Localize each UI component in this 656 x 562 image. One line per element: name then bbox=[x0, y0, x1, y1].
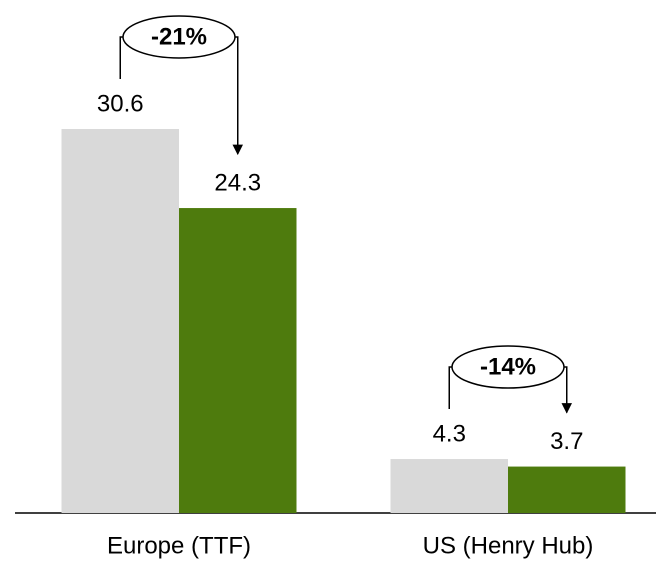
x-tick-label: Europe (TTF) bbox=[107, 532, 251, 559]
bar bbox=[179, 208, 297, 513]
bar bbox=[390, 459, 508, 513]
x-tick-label: US (Henry Hub) bbox=[423, 532, 594, 559]
arrow-line bbox=[561, 366, 572, 414]
bracket-line bbox=[448, 366, 452, 410]
annotation-oval bbox=[451, 345, 565, 389]
bracket-line bbox=[119, 36, 123, 79]
annotation-oval bbox=[122, 15, 236, 59]
annotation: -14% bbox=[480, 353, 536, 380]
value-label: 24.3 bbox=[214, 169, 261, 196]
arrow-line bbox=[232, 36, 243, 156]
annotation: -21% bbox=[151, 23, 207, 50]
value-label: 3.7 bbox=[550, 428, 583, 455]
value-label: 4.3 bbox=[433, 420, 466, 447]
bar bbox=[508, 466, 626, 513]
bar bbox=[61, 129, 179, 513]
value-label: 30.6 bbox=[97, 90, 144, 117]
